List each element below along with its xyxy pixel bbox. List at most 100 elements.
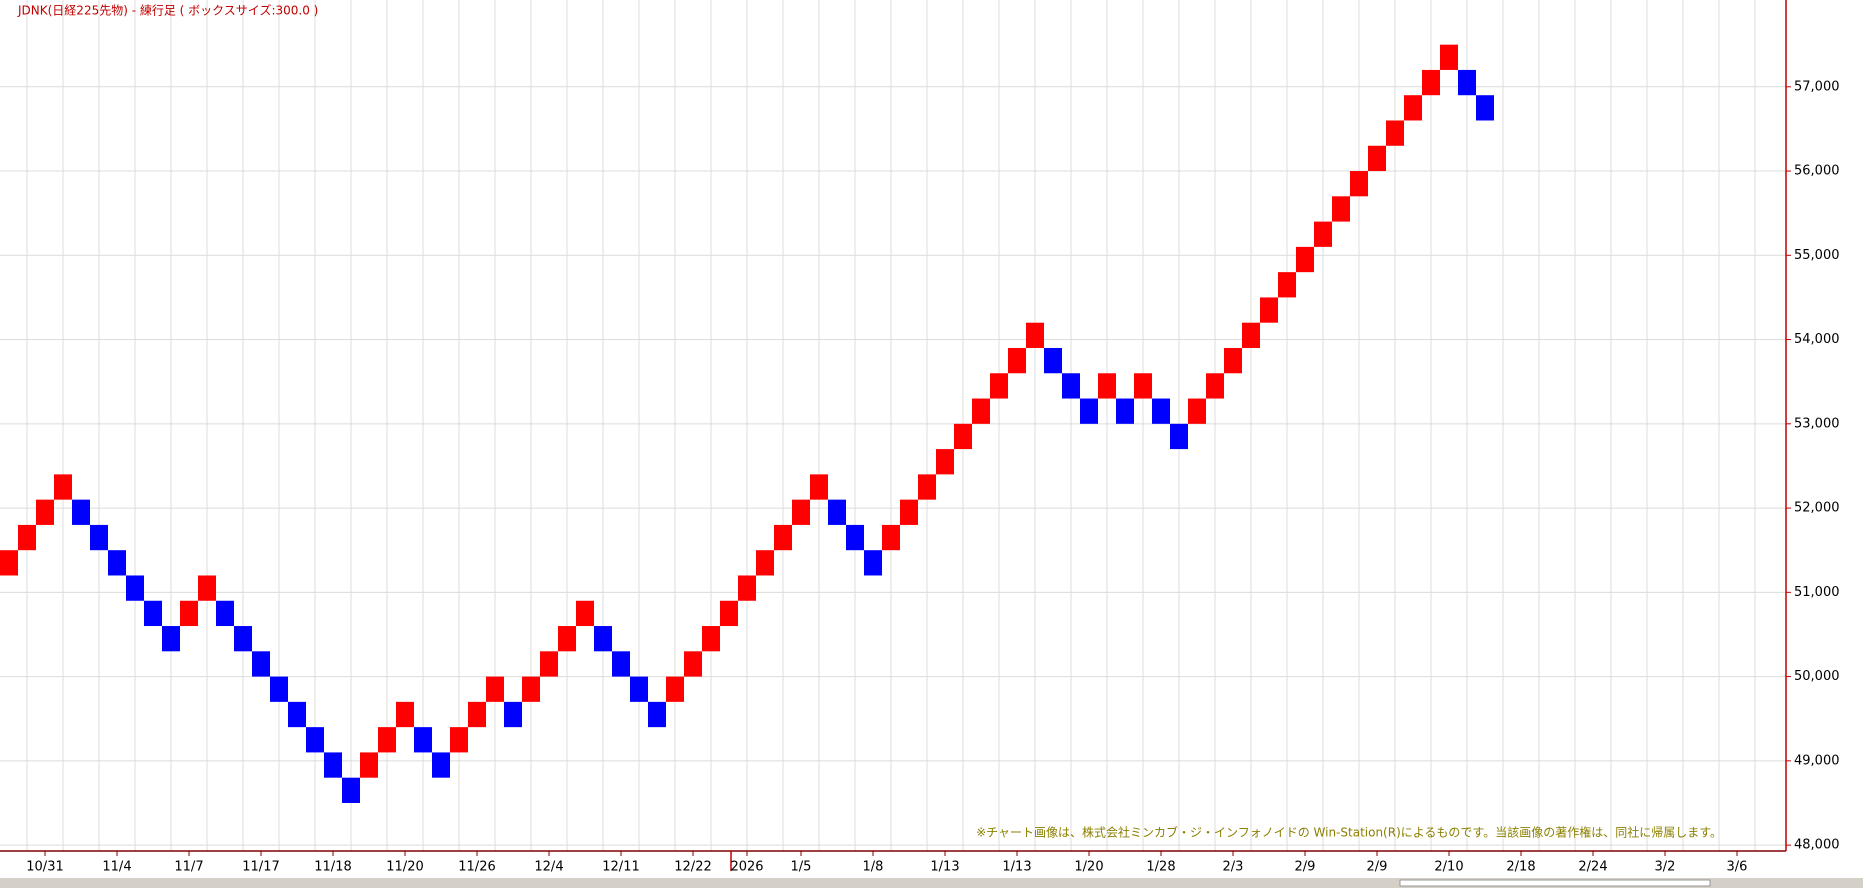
brick	[1458, 69, 1476, 96]
brick	[594, 626, 612, 652]
chart-title: JDNK(日経225先物) - 練行足 ( ボックスサイズ:300.0 )	[17, 3, 318, 18]
y-tick-label: 54,000	[1794, 332, 1840, 347]
x-tick-label: 2026	[730, 860, 763, 875]
brick	[450, 727, 468, 753]
brick	[396, 701, 414, 728]
x-tick-label: 2/9	[1295, 860, 1316, 875]
brick	[702, 626, 720, 652]
brick	[1026, 322, 1044, 348]
brick	[1260, 297, 1278, 323]
brick	[846, 524, 864, 551]
brick	[972, 398, 990, 424]
brick	[630, 676, 648, 702]
brick	[1476, 95, 1494, 121]
brick	[378, 727, 396, 753]
x-tick-label: 11/4	[102, 860, 131, 875]
brick	[270, 676, 288, 702]
brick	[1044, 347, 1062, 374]
brick	[522, 676, 540, 702]
brick	[774, 524, 792, 551]
brick	[36, 499, 54, 525]
brick	[1008, 347, 1026, 374]
brick	[486, 676, 504, 702]
brick	[1116, 398, 1134, 424]
grid	[0, 0, 1786, 851]
brick	[18, 524, 36, 551]
brick	[360, 752, 378, 778]
brick	[918, 474, 936, 500]
x-tick-label: 2/24	[1578, 860, 1607, 875]
brick	[342, 777, 360, 803]
brick	[792, 499, 810, 525]
y-tick-label: 53,000	[1794, 416, 1840, 431]
brick	[306, 727, 324, 753]
brick	[198, 575, 216, 601]
x-tick-label: 3/6	[1727, 860, 1748, 875]
brick	[576, 600, 594, 627]
brick	[432, 752, 450, 778]
brick	[1368, 145, 1386, 172]
brick	[0, 550, 18, 576]
brick	[1080, 398, 1098, 424]
scroll-thumb[interactable]	[1399, 879, 1711, 887]
x-tick-label: 12/4	[534, 860, 563, 875]
y-tick-label: 50,000	[1794, 669, 1840, 684]
brick	[1224, 347, 1242, 374]
brick	[738, 575, 756, 601]
x-tick-label: 11/18	[314, 860, 351, 875]
brick	[504, 701, 522, 728]
bricks	[0, 44, 1494, 803]
brick	[1062, 373, 1080, 399]
y-tick-label: 51,000	[1794, 585, 1840, 600]
y-tick-label: 49,000	[1794, 753, 1840, 768]
brick	[990, 373, 1008, 399]
brick	[540, 651, 558, 677]
y-tick-label: 55,000	[1794, 248, 1840, 263]
x-tick-label: 10/31	[26, 860, 63, 875]
x-tick-label: 2/9	[1367, 860, 1388, 875]
brick	[558, 626, 576, 652]
brick	[1188, 398, 1206, 424]
y-tick-label: 57,000	[1794, 79, 1840, 94]
brick	[756, 550, 774, 576]
x-tick-label: 12/22	[674, 860, 711, 875]
brick	[1134, 373, 1152, 399]
brick	[684, 651, 702, 677]
brick	[108, 550, 126, 576]
brick	[468, 701, 486, 728]
brick	[612, 651, 630, 677]
x-tick-label: 3/2	[1655, 860, 1676, 875]
brick	[1152, 398, 1170, 424]
brick	[162, 626, 180, 652]
brick	[882, 524, 900, 551]
x-tick-label: 1/5	[791, 860, 812, 875]
brick	[1206, 373, 1224, 399]
brick	[414, 727, 432, 753]
brick	[252, 651, 270, 677]
brick	[126, 575, 144, 601]
brick	[1296, 246, 1314, 273]
y-tick-label: 52,000	[1794, 501, 1840, 516]
x-tick-label: 1/28	[1146, 860, 1175, 875]
y-tick-label: 56,000	[1794, 164, 1840, 179]
x-tick-label: 2/18	[1506, 860, 1535, 875]
x-tick-label: 2/10	[1434, 860, 1463, 875]
brick	[864, 550, 882, 576]
brick	[234, 626, 252, 652]
brick	[828, 499, 846, 525]
brick	[1332, 196, 1350, 222]
x-tick-label: 2/3	[1223, 860, 1244, 875]
brick	[1440, 44, 1458, 70]
brick	[954, 423, 972, 450]
brick	[1314, 221, 1332, 247]
scrollbar[interactable]	[0, 878, 1863, 888]
brick	[1278, 272, 1296, 298]
x-tick-label: 1/8	[863, 860, 884, 875]
x-tick-label: 11/17	[242, 860, 279, 875]
x-tick-label: 12/11	[602, 860, 639, 875]
brick	[90, 524, 108, 551]
brick	[648, 701, 666, 728]
x-tick-label: 1/20	[1074, 860, 1103, 875]
brick	[1350, 171, 1368, 197]
